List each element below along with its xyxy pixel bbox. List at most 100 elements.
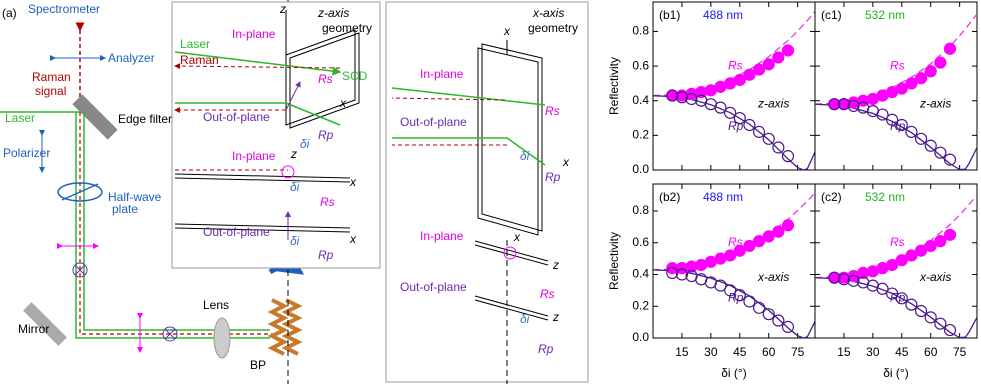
diagram-label: Edge filter — [118, 112, 172, 126]
data-point — [924, 139, 937, 152]
data-point — [847, 99, 860, 113]
diagram-label: geometry — [528, 21, 578, 35]
data-point — [733, 111, 746, 125]
x-tick-label: 30 — [866, 345, 880, 359]
geometry-label: z-axis — [919, 96, 951, 110]
series-label: Rs — [890, 58, 905, 72]
panel-label: (c1) — [821, 8, 842, 22]
x-axis-label: δi (°) — [721, 366, 746, 380]
data-point — [905, 298, 918, 311]
plot-frame — [814, 1, 978, 171]
diagram-label: In-plane — [232, 149, 276, 163]
diagram-label: Lens — [203, 298, 229, 312]
data-point — [914, 304, 928, 318]
data-point — [762, 132, 775, 145]
diagram-label: Rp — [318, 128, 334, 142]
data-point — [914, 132, 928, 145]
data-point — [837, 98, 851, 111]
diagram-label: Spectrometer — [28, 2, 100, 16]
data-point — [772, 314, 785, 327]
diagram-label: SCD — [342, 69, 368, 83]
series-label: Rp — [728, 119, 744, 133]
chart-panel: 0.0 0.2 0.4 0.6 0.8 15 30 45 60 75 Rs Rp x-axis (b2) 4… — [607, 183, 816, 380]
diagram-label: z — [552, 258, 559, 272]
x-tick-label: 75 — [791, 345, 805, 359]
data-point — [895, 292, 908, 305]
data-point — [905, 249, 918, 262]
wavelength-label: 532 nm — [865, 8, 905, 22]
data-point — [837, 273, 851, 286]
data-point — [724, 249, 737, 262]
wavelength-label: 488 nm — [703, 190, 743, 204]
chart-panel: 15 30 45 60 75 Rs Rp x-axis (c2) 532 nm δi (°) — [814, 183, 978, 380]
diagram-label: x — [562, 155, 570, 169]
y-tick-label: 0.4 — [632, 93, 649, 107]
data-point — [781, 219, 795, 232]
chart-panel: 0.0 0.2 0.4 0.6 0.8 Rs Rp z-axis (b1) 488 nm Refle… — [607, 1, 816, 176]
x-tick-label: 30 — [704, 345, 718, 359]
diagram-label: Raman — [180, 53, 219, 67]
data-point — [685, 92, 698, 106]
diagram-label: x — [339, 96, 347, 110]
data-point — [666, 266, 679, 280]
y-tick-label: 0.6 — [632, 58, 649, 72]
diagram-label: Polarizer — [3, 146, 50, 160]
diagram-label: Rp — [538, 342, 554, 356]
data-point — [724, 284, 737, 297]
diagram-label: In-plane — [420, 67, 464, 81]
diagram-label: geometry — [322, 21, 372, 35]
data-point — [943, 228, 957, 241]
data-point — [924, 311, 937, 324]
data-point — [943, 153, 957, 166]
data-point — [675, 268, 689, 281]
panel-label: (c2) — [821, 190, 842, 204]
data-point — [772, 225, 785, 238]
data-point — [743, 295, 756, 308]
data-point — [743, 68, 756, 81]
theory-line — [652, 95, 816, 171]
data-point — [762, 308, 775, 321]
data-point — [895, 118, 908, 132]
data-point — [934, 56, 947, 69]
series-label: Rs — [890, 235, 905, 249]
theory-line — [652, 269, 816, 339]
y-tick-label: 0.2 — [632, 128, 649, 142]
data-point — [733, 289, 746, 302]
diagram-label: x — [349, 232, 357, 246]
diagram-label: Rp — [318, 248, 334, 262]
data-point — [714, 101, 727, 114]
diagram-label: δi — [520, 149, 530, 163]
data-point — [828, 98, 841, 111]
data-point — [828, 271, 841, 284]
x-tick-label: 60 — [762, 345, 776, 359]
y-axis-label: Reflectivity — [607, 57, 621, 115]
diagram-label: Raman — [32, 70, 71, 84]
data-point — [914, 72, 928, 85]
plot-frame — [814, 183, 978, 339]
data-point — [886, 113, 899, 126]
diagram-label: z — [552, 310, 559, 324]
geometry-label: z-axis — [757, 96, 789, 110]
diagram-label: (a) — [2, 6, 17, 20]
diagram-label: BP — [250, 358, 266, 372]
theory-line — [814, 277, 978, 339]
diagram-label: Out-of-plane — [203, 225, 270, 239]
diagram-label: In-plane — [420, 229, 464, 243]
diagram-label: δi — [290, 234, 300, 248]
wavelength-label: 488 nm — [703, 8, 743, 22]
data-point — [781, 44, 795, 57]
data-point — [924, 239, 937, 253]
diagram-label: Mirror — [18, 322, 49, 336]
data-point — [752, 125, 766, 138]
diagram-label: plate — [112, 202, 138, 216]
diagram-label: δi — [290, 180, 300, 194]
diagram-label: Rs — [320, 195, 335, 209]
x-tick-label: 15 — [837, 345, 851, 359]
data-point — [733, 244, 746, 257]
data-point — [724, 106, 737, 119]
data-point — [762, 230, 775, 243]
series-label: Rs — [728, 58, 743, 72]
x-tick-label: 75 — [953, 345, 967, 359]
plot-frame — [652, 183, 816, 339]
data-point — [934, 146, 947, 159]
